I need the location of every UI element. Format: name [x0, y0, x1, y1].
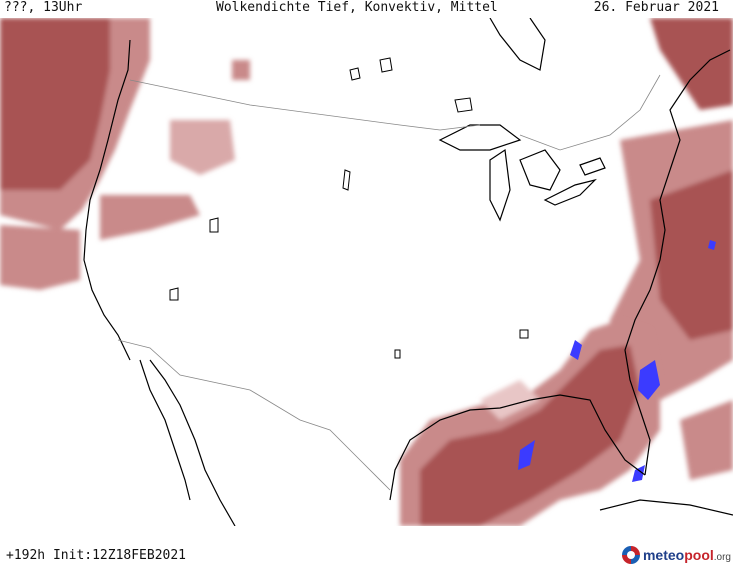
logo-part1: meteo — [642, 547, 685, 563]
meteopool-logo[interactable]: meteopool.org — [621, 544, 731, 566]
meteopool-logo-icon — [621, 546, 640, 564]
map-header: ???, 13Uhr Wolkendichte Tief, Konvektiv,… — [0, 0, 733, 18]
map-footer: +192h Init:12Z18FEB2021 meteopool.org — [0, 526, 733, 566]
forecast-time-label: ???, 13Uhr — [4, 0, 83, 15]
country-borders — [117, 74, 661, 491]
convective-spots — [518, 240, 716, 482]
logo-part2: pool — [684, 547, 714, 563]
logo-suffix: .org — [713, 552, 731, 563]
model-run-info: +192h Init:12Z18FEB2021 — [6, 548, 187, 563]
weather-map — [0, 18, 733, 526]
meteopool-logo-text: meteopool.org — [643, 547, 731, 563]
forecast-date: 26. Februar 2021 — [593, 0, 719, 15]
map-title: Wolkendichte Tief, Konvektiv, Mittel — [216, 0, 498, 15]
inland-lakes — [169, 57, 529, 359]
coastlines — [83, 18, 733, 526]
cloud-layer-nw — [0, 18, 250, 290]
cloud-layer-se — [400, 320, 660, 526]
